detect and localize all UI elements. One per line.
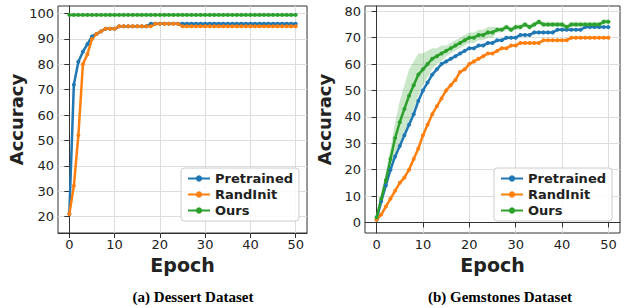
svg-text:30: 30 — [197, 237, 214, 252]
svg-text:80: 80 — [344, 4, 361, 19]
svg-text:70: 70 — [344, 30, 361, 45]
svg-text:Pretrained: Pretrained — [528, 171, 606, 186]
svg-text:40: 40 — [37, 158, 54, 173]
svg-text:90: 90 — [37, 31, 54, 46]
svg-text:Gemstones Dataset: Gemstones Dataset — [450, 289, 572, 305]
svg-text:30: 30 — [507, 237, 524, 252]
svg-text:RandInit: RandInit — [528, 187, 590, 202]
svg-text:10: 10 — [415, 237, 432, 252]
svg-text:Ours: Ours — [215, 203, 250, 218]
svg-text:(a): (a) — [133, 289, 154, 306]
svg-text:Epoch: Epoch — [150, 254, 214, 276]
svg-text:30: 30 — [344, 136, 361, 151]
svg-text:Accuracy: Accuracy — [314, 73, 335, 165]
svg-text:0: 0 — [372, 237, 380, 252]
svg-text:10: 10 — [344, 189, 361, 204]
svg-text:40: 40 — [344, 109, 361, 124]
svg-text:70: 70 — [37, 82, 54, 97]
svg-text:50: 50 — [37, 133, 54, 148]
svg-text:20: 20 — [37, 209, 54, 224]
svg-text:Ours: Ours — [528, 203, 563, 218]
svg-text:80: 80 — [37, 57, 54, 72]
svg-text:30: 30 — [37, 184, 54, 199]
svg-text:Epoch: Epoch — [460, 254, 524, 276]
svg-text:0: 0 — [353, 215, 361, 230]
svg-text:10: 10 — [106, 237, 123, 252]
svg-text:20: 20 — [461, 237, 478, 252]
svg-text:Pretrained: Pretrained — [215, 171, 293, 186]
svg-text:50: 50 — [344, 83, 361, 98]
svg-text:50: 50 — [287, 237, 304, 252]
svg-text:Dessert Dataset: Dessert Dataset — [154, 289, 254, 305]
svg-text:40: 40 — [554, 237, 571, 252]
svg-text:20: 20 — [152, 237, 169, 252]
svg-text:20: 20 — [344, 162, 361, 177]
svg-text:50: 50 — [600, 237, 617, 252]
svg-text:100: 100 — [29, 6, 54, 21]
svg-text:RandInit: RandInit — [215, 187, 277, 202]
svg-text:0: 0 — [65, 237, 73, 252]
svg-text:(b): (b) — [428, 289, 450, 306]
svg-text:Accuracy: Accuracy — [6, 73, 27, 165]
svg-text:40: 40 — [242, 237, 259, 252]
svg-text:60: 60 — [344, 57, 361, 72]
svg-text:60: 60 — [37, 108, 54, 123]
